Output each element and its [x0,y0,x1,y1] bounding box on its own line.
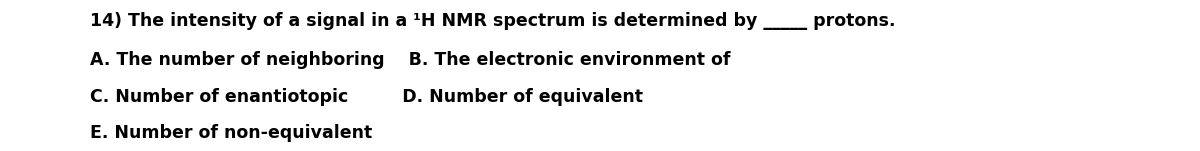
Text: C. Number of enantiotopic         D. Number of equivalent: C. Number of enantiotopic D. Number of e… [90,88,643,106]
Text: 14) The intensity of a signal in a ¹H NMR spectrum is determined by _____ proton: 14) The intensity of a signal in a ¹H NM… [90,12,895,30]
Text: E. Number of non-equivalent: E. Number of non-equivalent [90,124,372,142]
Text: A. The number of neighboring    B. The electronic environment of: A. The number of neighboring B. The elec… [90,51,731,69]
